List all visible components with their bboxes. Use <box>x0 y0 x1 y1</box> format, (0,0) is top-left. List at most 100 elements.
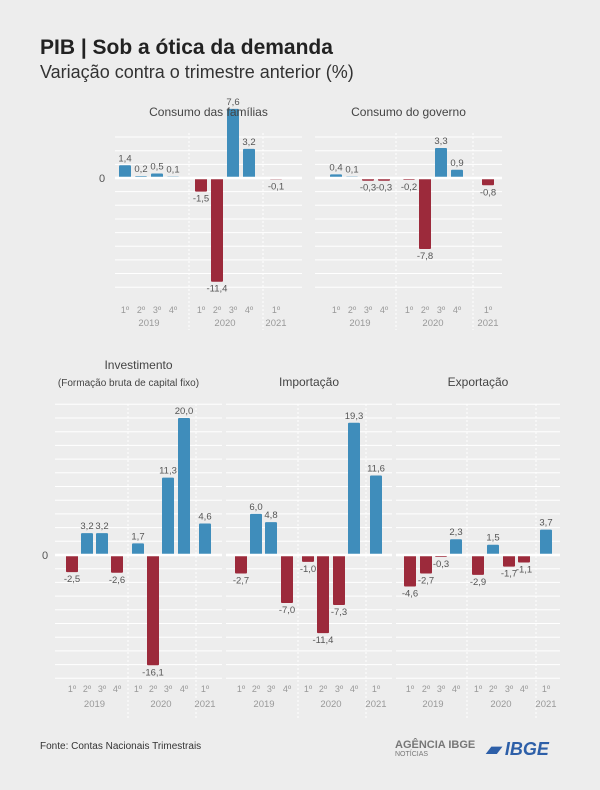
data-label: 20,0 <box>175 406 194 417</box>
data-label: -0,1 <box>268 182 284 193</box>
bar <box>265 522 277 555</box>
bar <box>132 543 144 555</box>
data-label: 1,7 <box>131 531 144 542</box>
data-label: -11,4 <box>207 284 228 295</box>
quarter-tick-label: 4º <box>283 684 292 694</box>
bar <box>419 178 431 249</box>
data-label: -2,6 <box>109 575 125 586</box>
data-label: 2,3 <box>449 527 462 538</box>
data-label: 0,2 <box>134 164 147 175</box>
bar <box>119 165 131 178</box>
panel-title: Consumo das famílias <box>149 105 268 119</box>
bar <box>451 169 463 178</box>
quarter-tick-label: 2º <box>422 684 431 694</box>
quarter-tick-label: 3º <box>267 684 276 694</box>
bar <box>281 555 293 603</box>
data-label: 3,7 <box>539 518 552 529</box>
zero-label: 0 <box>42 550 48 562</box>
bar <box>111 555 123 573</box>
quarter-tick-label: 1º <box>121 305 130 315</box>
chart-panel <box>55 403 222 720</box>
quarter-tick-label: 3º <box>153 305 162 315</box>
quarter-tick-label: 1º <box>405 305 414 315</box>
bar <box>250 513 262 555</box>
data-label: -7,0 <box>279 605 295 616</box>
quarter-tick-label: 2º <box>489 684 498 694</box>
bar <box>518 555 530 563</box>
quarter-tick-label: 2º <box>252 684 261 694</box>
quarter-tick-label: 2º <box>421 305 430 315</box>
bar <box>195 178 207 192</box>
data-label: -0,3 <box>360 183 376 194</box>
zero-label: 0 <box>99 173 105 185</box>
data-label: -1,0 <box>300 564 316 575</box>
panel-title: Consumo do governo <box>351 105 466 119</box>
data-label: 0,1 <box>345 165 358 176</box>
bar <box>235 555 247 574</box>
data-label: 6,0 <box>249 502 262 513</box>
quarter-tick-label: 1º <box>542 684 551 694</box>
year-tick-label: 2019 <box>138 318 159 329</box>
bar <box>370 475 382 555</box>
quarter-tick-label: 4º <box>245 305 254 315</box>
quarter-tick-label: 3º <box>164 684 173 694</box>
data-label: -2,7 <box>233 575 249 586</box>
bar <box>199 523 211 555</box>
bar <box>450 539 462 555</box>
data-label: 1,4 <box>118 153 131 164</box>
quarter-tick-label: 4º <box>453 305 462 315</box>
source-note: Fonte: Contas Nacionais Trimestrais <box>40 741 202 752</box>
quarter-tick-label: 2º <box>137 305 146 315</box>
data-label: 0,9 <box>450 158 463 169</box>
bar <box>482 178 494 186</box>
year-tick-label: 2021 <box>194 699 215 710</box>
page-subtitle: Variação contra o trimestre anterior (%) <box>40 62 354 82</box>
quarter-tick-label: 1º <box>201 684 210 694</box>
year-tick-label: 2020 <box>422 318 443 329</box>
data-label: -4,6 <box>402 589 418 600</box>
data-label: 4,6 <box>198 511 211 522</box>
chart-panel <box>315 133 502 330</box>
data-label: 19,3 <box>345 411 364 422</box>
quarter-tick-label: 1º <box>237 684 246 694</box>
bar <box>333 555 345 606</box>
panel-title: Importação <box>279 375 339 389</box>
year-tick-label: 2021 <box>265 318 286 329</box>
quarter-tick-label: 3º <box>98 684 107 694</box>
quarter-tick-label: 2º <box>83 684 92 694</box>
quarter-tick-label: 1º <box>372 684 381 694</box>
data-label: -11,4 <box>313 635 334 646</box>
ibge-logo: ▰ IBGE <box>486 739 549 759</box>
bar <box>348 422 360 555</box>
bar <box>487 544 499 555</box>
quarter-tick-label: 1º <box>484 305 493 315</box>
year-tick-label: 2021 <box>477 318 498 329</box>
data-label: -7,8 <box>417 251 433 262</box>
quarter-tick-label: 1º <box>406 684 415 694</box>
data-label: -16,1 <box>142 667 164 678</box>
year-tick-label: 2020 <box>214 318 235 329</box>
year-tick-label: 2019 <box>422 699 443 710</box>
quarter-tick-label: 3º <box>437 305 446 315</box>
data-label: 1,5 <box>486 533 499 544</box>
quarter-tick-label: 4º <box>180 684 189 694</box>
quarter-tick-label: 2º <box>319 684 328 694</box>
bar <box>302 555 314 562</box>
page-title: PIB | Sob a ótica da demanda <box>40 36 333 59</box>
bar <box>317 555 329 634</box>
chart-panel <box>396 403 560 720</box>
data-label: 3,2 <box>80 521 93 532</box>
data-label: 4,8 <box>264 510 277 521</box>
data-label: 11,3 <box>159 466 177 477</box>
quarter-tick-label: 1º <box>197 305 206 315</box>
data-label: 3,3 <box>434 136 447 147</box>
quarter-tick-label: 4º <box>452 684 461 694</box>
year-tick-label: 2019 <box>349 318 370 329</box>
quarter-tick-label: 2º <box>149 684 158 694</box>
quarter-tick-label: 4º <box>169 305 178 315</box>
bar <box>540 529 552 555</box>
bar <box>227 108 239 178</box>
quarter-tick-label: 3º <box>437 684 446 694</box>
